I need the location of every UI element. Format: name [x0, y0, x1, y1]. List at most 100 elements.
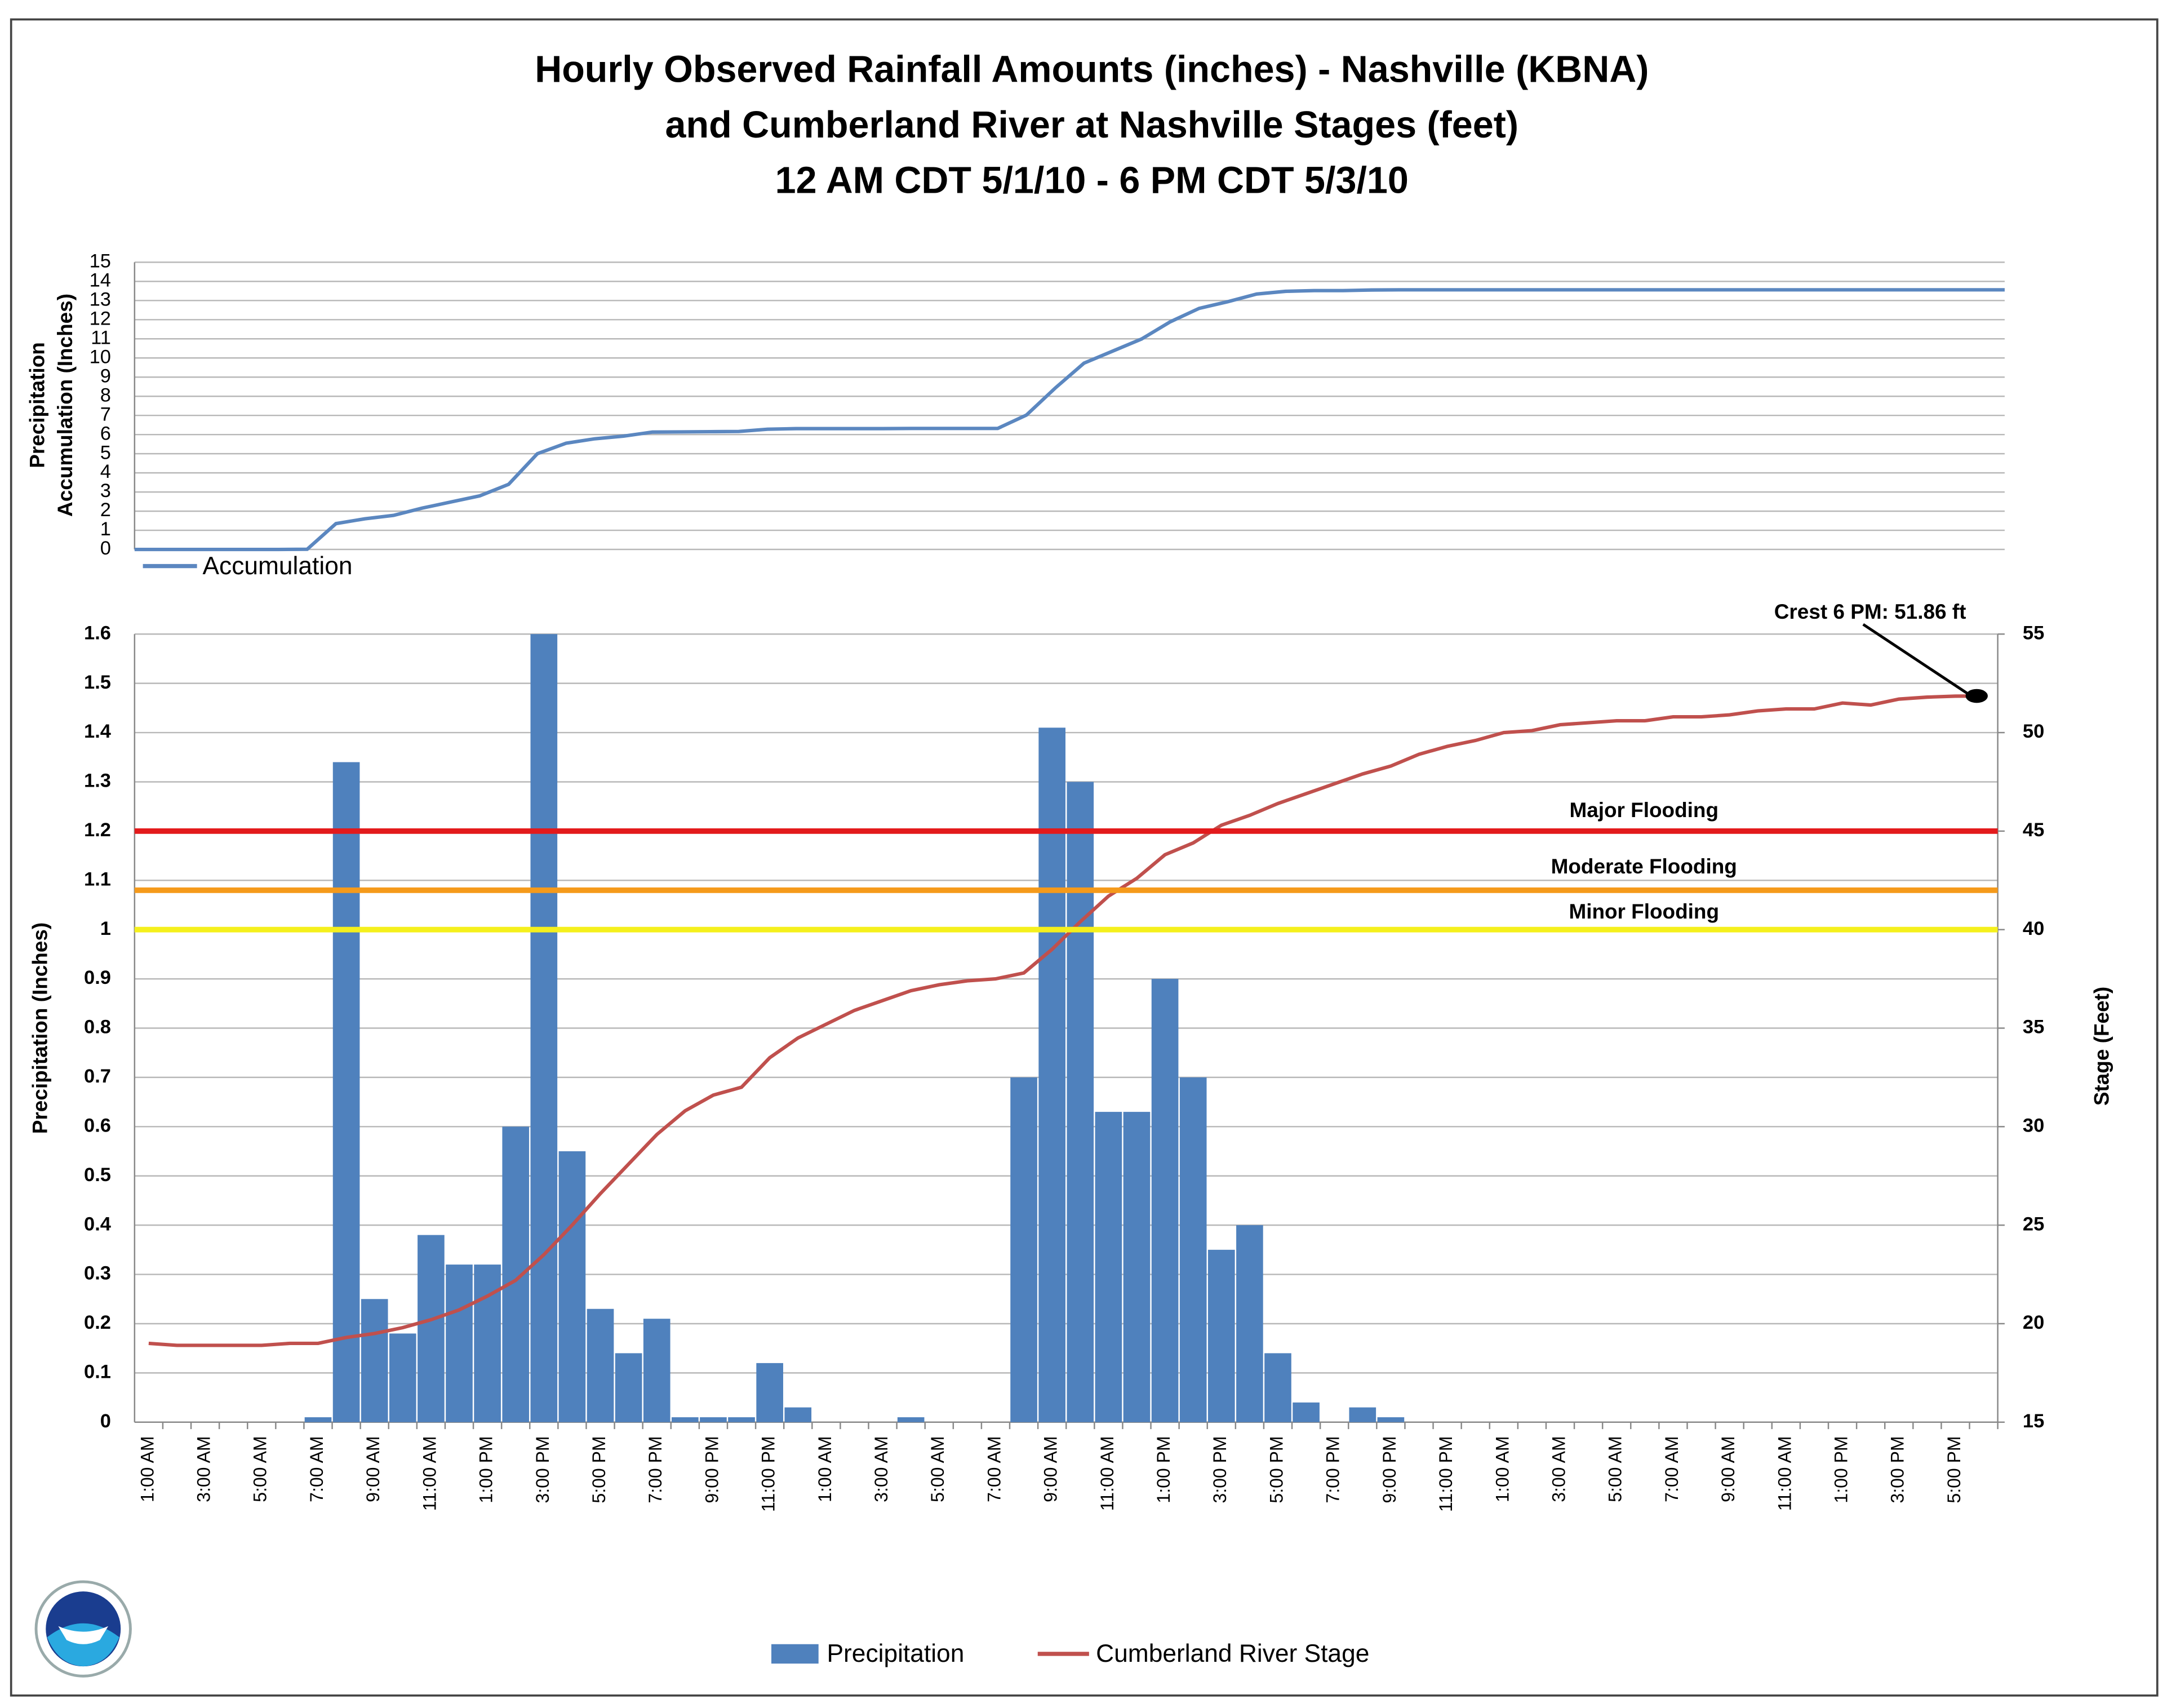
bar — [728, 1417, 755, 1422]
annotation: Crest 6 PM: 51.86 ft — [1774, 600, 1966, 623]
x-tick-label: 3:00 AM — [871, 1436, 891, 1502]
x-tick-label: 5:00 PM — [1944, 1436, 1964, 1503]
y-tick-label: 1.2 — [84, 819, 111, 841]
x-tick-label: 11:00 PM — [758, 1436, 779, 1512]
bar — [530, 634, 558, 1422]
x-tick-label: 9:00 AM — [363, 1436, 383, 1502]
chart-title: Hourly Observed Rainfall Amounts (inches… — [535, 49, 1649, 91]
threshold-label: Major Flooding — [1569, 798, 1718, 822]
bar — [615, 1353, 642, 1422]
x-tick-label: 11:00 AM — [1097, 1436, 1117, 1511]
x-tick-label: 9:00 PM — [1379, 1436, 1400, 1503]
bar — [1010, 1077, 1037, 1422]
bar — [897, 1417, 925, 1422]
y-axis-label: Precipitation (Inches) — [29, 922, 52, 1134]
bar — [643, 1319, 670, 1422]
x-tick-label: 7:00 PM — [1323, 1436, 1343, 1503]
bar — [1038, 727, 1065, 1422]
bar — [446, 1265, 473, 1422]
y-tick-label: 0.2 — [84, 1312, 111, 1333]
x-tick-label: 3:00 PM — [1210, 1436, 1230, 1503]
bar — [1095, 1112, 1122, 1422]
y-tick-label: 1 — [100, 918, 111, 939]
chart-title: and Cumberland River at Nashville Stages… — [665, 104, 1518, 146]
x-tick-label: 7:00 AM — [1662, 1436, 1682, 1502]
x-tick-label: 11:00 AM — [419, 1436, 439, 1511]
y2-tick-label: 30 — [2023, 1115, 2044, 1136]
y2-tick-label: 45 — [2023, 819, 2044, 841]
legend-label: Cumberland River Stage — [1096, 1640, 1369, 1667]
y2-tick-label: 35 — [2023, 1017, 2044, 1038]
bar — [784, 1407, 812, 1422]
y-tick-label: 0 — [100, 1410, 111, 1432]
bar — [587, 1308, 614, 1422]
y2-tick-label: 25 — [2023, 1213, 2044, 1235]
bar — [502, 1126, 530, 1422]
x-tick-label: 1:00 AM — [137, 1436, 157, 1502]
x-tick-label: 3:00 AM — [194, 1436, 214, 1502]
noaa-logo — [34, 1580, 132, 1678]
bar — [1123, 1112, 1151, 1422]
legend-label: Precipitation — [827, 1640, 964, 1667]
x-tick-label: 5:00 AM — [927, 1436, 948, 1502]
x-tick-label: 3:00 PM — [1888, 1436, 1908, 1503]
x-tick-label: 1:00 AM — [1492, 1436, 1512, 1502]
y-tick-label: 2 — [100, 499, 111, 521]
stage-line — [148, 694, 1984, 1347]
y-tick-label: 0 — [100, 538, 111, 559]
y-tick-label: 1.4 — [84, 721, 111, 742]
y-tick-label: 14 — [90, 269, 111, 291]
bar — [474, 1265, 501, 1422]
y-tick-label: 3 — [100, 480, 111, 502]
x-tick-label: 5:00 PM — [589, 1436, 609, 1503]
y-tick-label: 1.3 — [84, 770, 111, 792]
y-tick-label: 0.8 — [84, 1017, 111, 1038]
x-tick-label: 7:00 AM — [984, 1436, 1004, 1502]
y-tick-label: 7 — [100, 403, 111, 425]
bar — [1067, 782, 1094, 1422]
y-tick-label: 0.4 — [84, 1213, 111, 1235]
x-tick-label: 5:00 PM — [1266, 1436, 1286, 1503]
bar — [1151, 979, 1179, 1422]
y-axis-label: Accumulation (Inches) — [54, 294, 77, 517]
y-tick-label: 0.9 — [84, 967, 111, 988]
y-tick-label: 1 — [100, 518, 111, 540]
y-tick-label: 1.6 — [84, 622, 111, 644]
y-tick-label: 0.1 — [84, 1361, 111, 1382]
y-tick-label: 12 — [90, 308, 111, 329]
y-tick-label: 10 — [90, 346, 111, 367]
y-tick-label: 4 — [100, 461, 111, 482]
y2-tick-label: 20 — [2023, 1312, 2044, 1333]
y-tick-label: 0.3 — [84, 1263, 111, 1284]
accumulation-line — [134, 288, 2005, 552]
y-tick-label: 0.6 — [84, 1115, 111, 1136]
y-tick-label: 0.7 — [84, 1066, 111, 1087]
bar — [1349, 1407, 1376, 1422]
x-tick-label: 1:00 PM — [476, 1436, 496, 1503]
annotation-arrow — [1862, 623, 1968, 695]
legend-swatch — [771, 1644, 819, 1664]
bar — [756, 1363, 783, 1422]
bar — [361, 1299, 388, 1422]
y-tick-label: 1.1 — [84, 868, 111, 890]
bar — [1264, 1353, 1291, 1422]
crest-marker — [1965, 689, 1988, 703]
x-tick-label: 9:00 PM — [701, 1436, 722, 1503]
y-tick-label: 5 — [100, 442, 111, 463]
bar — [332, 762, 360, 1422]
x-tick-label: 1:00 AM — [815, 1436, 835, 1502]
x-tick-label: 11:00 AM — [1774, 1436, 1795, 1511]
x-tick-label: 3:00 AM — [1548, 1436, 1569, 1502]
x-tick-label: 7:00 AM — [307, 1436, 327, 1502]
bar — [1377, 1417, 1405, 1422]
legend-label: Accumulation — [202, 552, 352, 580]
y2-tick-label: 15 — [2023, 1410, 2044, 1432]
x-tick-label: 1:00 PM — [1153, 1436, 1174, 1503]
x-tick-label: 9:00 AM — [1041, 1436, 1061, 1502]
y-tick-label: 9 — [100, 365, 111, 387]
bar — [1207, 1249, 1235, 1422]
y2-tick-label: 40 — [2023, 918, 2044, 939]
y-tick-label: 15 — [90, 250, 111, 272]
